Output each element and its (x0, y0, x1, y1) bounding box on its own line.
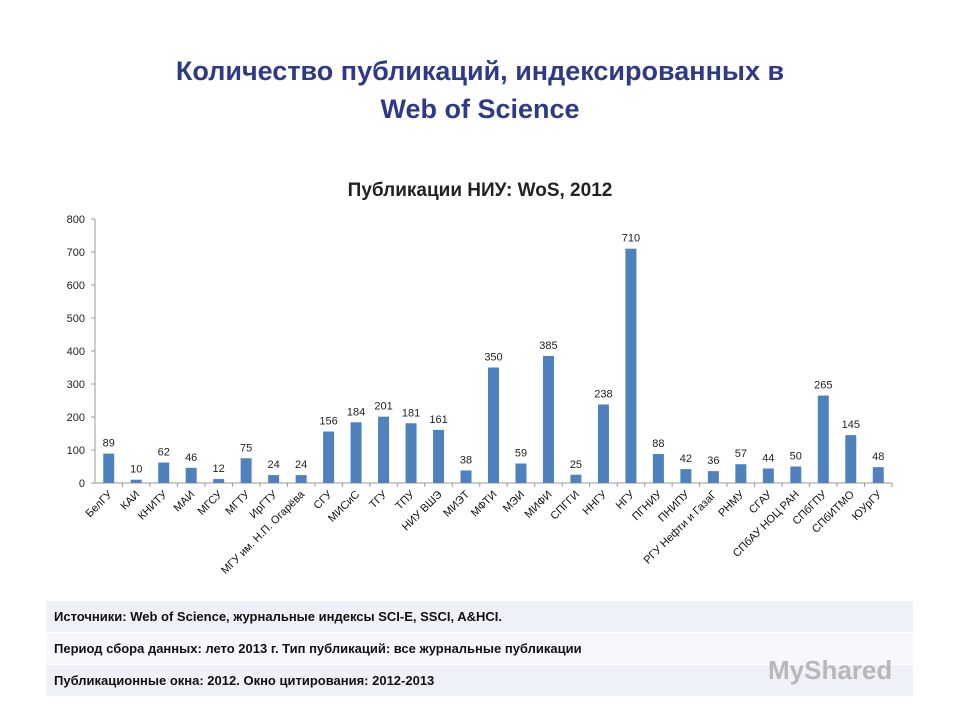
bar (488, 367, 499, 483)
data-label: 59 (515, 448, 527, 460)
y-tick-label: 100 (67, 445, 85, 457)
x-tick-label: ТГУ (367, 488, 390, 511)
data-label: 12 (213, 463, 225, 475)
y-tick-label: 500 (67, 313, 85, 325)
data-label: 25 (570, 459, 582, 471)
data-label: 350 (484, 352, 502, 364)
data-label: 710 (622, 233, 640, 245)
y-tick-label: 300 (67, 379, 85, 391)
watermark-logo: MyShared (768, 655, 893, 685)
x-tick-label: СГУ (311, 488, 335, 512)
x-tick-label: КНИТУ (136, 488, 171, 523)
bar (735, 464, 747, 483)
footer-period: Период сбора данных: лето 2013 г. Тип пу… (46, 633, 913, 664)
y-tick-label: 0 (79, 478, 85, 490)
y-tick-label: 700 (67, 247, 85, 259)
data-label: 201 (374, 401, 392, 413)
bar (378, 416, 390, 483)
x-tick-label: ННГУ (581, 488, 611, 518)
data-label: 10 (130, 464, 142, 476)
data-label: 36 (707, 455, 719, 467)
bar (790, 466, 802, 483)
x-tick-label: МГСУ (196, 488, 226, 518)
data-label: 156 (319, 416, 337, 428)
bar (295, 475, 307, 483)
x-tick-label: БелГУ (84, 488, 116, 520)
bar (542, 355, 554, 483)
data-label: 48 (872, 451, 884, 463)
y-tick-label: 400 (67, 346, 85, 358)
bar (240, 458, 252, 483)
bar (652, 453, 664, 483)
data-label: 265 (814, 380, 832, 392)
footer-sources: Источники: Web of Science, журнальные ин… (46, 601, 913, 632)
bar (460, 470, 472, 483)
x-tick-label: МАИ (172, 489, 198, 515)
bar (872, 467, 884, 483)
bar (323, 431, 335, 483)
x-tick-label: МИЭТ (441, 488, 472, 519)
data-label: 62 (158, 447, 170, 459)
x-tick-label: ЮУрГУ (850, 488, 885, 523)
y-tick-label: 800 (67, 214, 85, 226)
x-tick-label: МФТИ (469, 489, 500, 520)
chart-title: Публикации НИУ: WoS, 2012 (348, 180, 613, 201)
bar (762, 468, 774, 483)
bar (103, 453, 115, 483)
bar-chart: Публикации НИУ: WoS, 2012 0 100 200 300 400 5… (67, 180, 893, 577)
slide-title-line2: Web of Science (380, 94, 580, 124)
x-tick-label: НГУ (614, 488, 638, 512)
bar (158, 462, 170, 483)
data-label: 24 (268, 459, 280, 471)
footer-windows: Публикационные окна: 2012. Окно цитирова… (46, 665, 913, 696)
data-label: 46 (185, 452, 197, 464)
y-tick-label: 200 (67, 412, 85, 424)
data-label: 161 (429, 414, 447, 426)
bar (597, 404, 609, 483)
data-label: 238 (594, 388, 612, 400)
data-label: 50 (790, 451, 802, 463)
bar (130, 479, 142, 483)
bar (680, 469, 692, 483)
bar (515, 463, 527, 483)
data-label: 385 (539, 340, 557, 352)
data-label: 57 (735, 448, 747, 460)
bar (213, 479, 225, 483)
bar (185, 467, 197, 483)
slide-title-line1: Количество публикаций, индексированных в (175, 56, 785, 86)
bar (405, 423, 417, 483)
data-label: 181 (402, 407, 420, 419)
data-label: 145 (842, 419, 860, 431)
bar (433, 429, 445, 483)
x-tick-label: РНМУ (716, 488, 747, 519)
data-label: 38 (460, 454, 472, 466)
bar (817, 395, 829, 483)
x-tick-label: СПГГИ (548, 489, 582, 523)
y-tick-label: 600 (67, 280, 85, 292)
data-label: 44 (762, 452, 774, 464)
x-tick-label: ТПУ (393, 488, 417, 512)
data-label: 88 (652, 438, 664, 450)
slide-title: Количество публикаций, индексированных в… (60, 52, 900, 128)
data-label: 24 (295, 459, 307, 471)
bar (350, 422, 362, 483)
bar (845, 435, 857, 483)
data-label: 75 (240, 442, 252, 454)
data-label: 42 (680, 453, 692, 465)
data-label: 89 (103, 438, 115, 450)
data-label: 184 (347, 406, 365, 418)
bar (570, 474, 582, 483)
bar (625, 248, 637, 483)
x-tick-label: КАИ (119, 489, 143, 513)
bar (707, 471, 719, 483)
bar (268, 475, 280, 483)
